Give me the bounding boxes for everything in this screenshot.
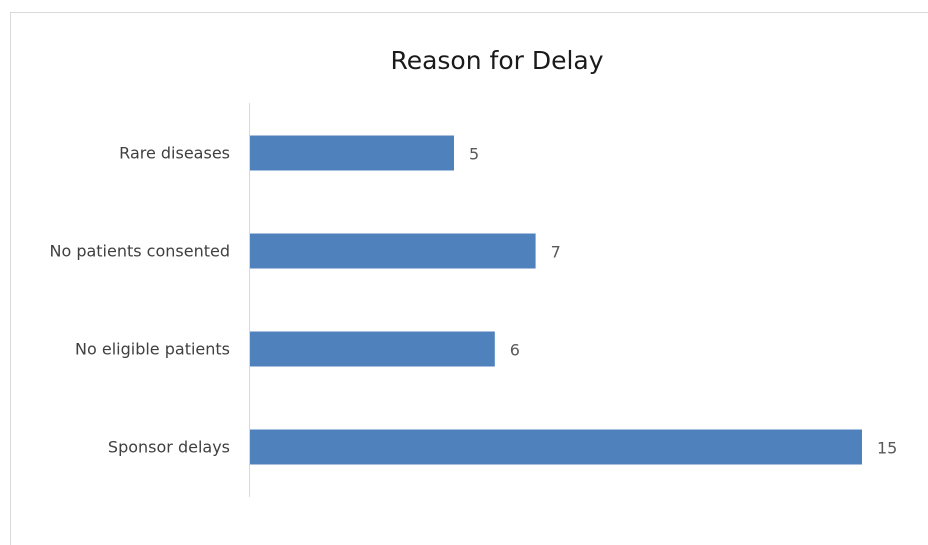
data-label: 15 — [877, 439, 897, 458]
data-label: 7 — [551, 243, 561, 262]
y-tick-label: No patients consented — [49, 242, 230, 261]
data-label: 5 — [469, 145, 479, 164]
data-label: 6 — [510, 341, 520, 360]
y-tick-label: Rare diseases — [119, 144, 230, 163]
bar — [250, 233, 536, 269]
bar — [250, 135, 454, 171]
bar — [250, 331, 495, 367]
bar — [250, 429, 862, 465]
chart-title: Reason for Delay — [390, 46, 603, 75]
chart-frame — [10, 12, 928, 545]
y-tick-label: Sponsor delays — [108, 438, 230, 457]
y-tick-label: No eligible patients — [75, 340, 230, 359]
